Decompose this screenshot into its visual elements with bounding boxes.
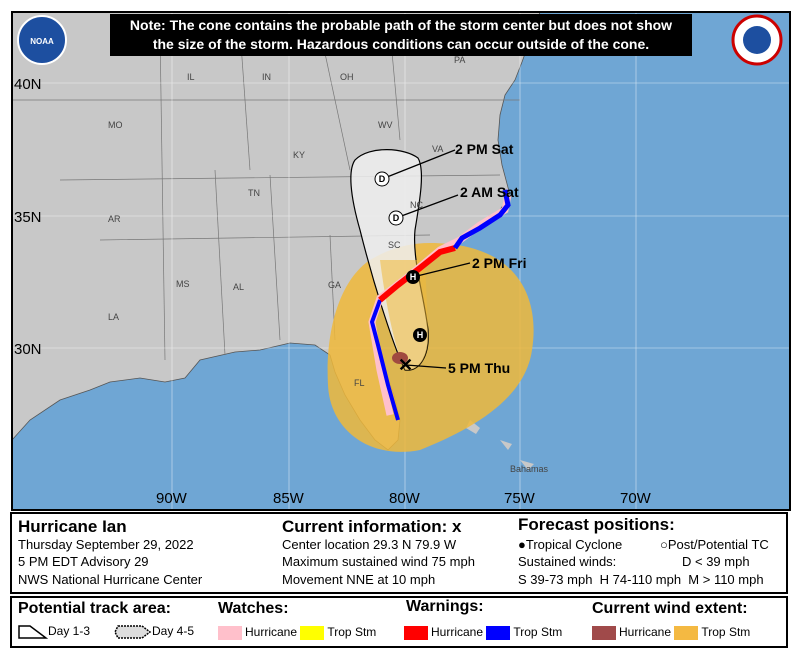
state-label: GA — [328, 280, 341, 290]
hurricane-extent-swatch — [592, 625, 616, 640]
state-label: SC — [388, 240, 401, 250]
day45-cone-icon — [114, 625, 152, 639]
label: Trop Stm — [701, 625, 751, 639]
forecast-label: 2 PM Fri — [472, 255, 526, 271]
open-circle-icon: ○ — [660, 537, 668, 552]
forecast-label: 2 PM Sat — [455, 141, 514, 157]
marker-h: H — [417, 330, 424, 340]
tropical-storm-warning-south — [369, 299, 400, 421]
svg-text:NOAA: NOAA — [30, 37, 54, 46]
forecast-heading: Forecast positions: — [518, 515, 675, 534]
nws-logo — [731, 14, 783, 66]
warnings-heading: Warnings: — [406, 598, 484, 615]
forecast-label: 5 PM Thu — [448, 360, 510, 376]
state-label: KY — [293, 150, 305, 160]
date: Thursday September 29, 2022 — [18, 537, 194, 552]
wind-extent-heading: Current wind extent: — [592, 600, 748, 617]
current-position-x-icon: ✕ — [398, 355, 413, 375]
movement: Movement NNE at 10 mph — [282, 572, 436, 587]
lon-label: 75W — [504, 490, 536, 507]
day13-cone-icon — [18, 625, 49, 639]
post-tc-marker — [388, 210, 404, 226]
marker-h: H — [410, 272, 417, 282]
tc-label: Tropical Cyclone — [525, 537, 623, 552]
legend-panel: Potential track area: Day 1-3 Day 4-5 Wa… — [10, 596, 788, 648]
label: Trop Stm — [327, 625, 377, 639]
state-label: NC — [410, 200, 423, 210]
hurricane-warning — [378, 245, 456, 303]
label: Hurricane — [619, 625, 672, 639]
state-label: AR — [108, 214, 121, 224]
lon-label: 80W — [389, 490, 421, 507]
state-label: FL — [354, 378, 365, 388]
hurricane-wind-extent — [392, 352, 408, 364]
noaa-logo: NOAA — [17, 15, 67, 65]
state-label: TN — [248, 188, 260, 198]
marker-d: D — [379, 174, 386, 184]
marker-d: D — [393, 213, 400, 223]
lon-label: 90W — [156, 490, 188, 507]
state-label: AL — [233, 282, 244, 292]
cone-disclaimer: Note: The cone contains the probable pat… — [110, 14, 692, 56]
filled-circle-icon: ● — [518, 537, 526, 552]
center-location: Center location 29.3 N 79.9 W — [282, 537, 457, 552]
map-frame — [11, 11, 791, 511]
sustained-winds-label: Sustained winds: — [518, 554, 617, 569]
tropical-cyclone-marker — [406, 270, 420, 284]
lat-label: 40N — [14, 76, 42, 93]
storm-name: Hurricane Ian — [18, 517, 127, 536]
advisory: 5 PM EDT Advisory 29 — [18, 554, 149, 569]
state-label: LA — [108, 312, 119, 322]
lon-label: 85W — [273, 490, 305, 507]
state-label: VA — [432, 144, 443, 154]
post-tc-marker — [374, 171, 390, 187]
map: D D H H ✕ 2 PM Sat 2 AM Sat 2 PM Fri 5 P… — [11, 11, 791, 511]
day45-label: Day 4-5 — [152, 624, 195, 639]
leader-lines — [381, 149, 471, 369]
note-line: Note: The cone contains the probable pat… — [129, 17, 673, 33]
current-heading: Current information: x — [282, 517, 462, 536]
ts-extent-swatch — [674, 625, 699, 640]
lon-label: 70W — [620, 490, 652, 507]
label: Hurricane — [431, 625, 484, 639]
track-heading: Potential track area: — [18, 600, 171, 617]
state-label: MS — [176, 279, 190, 289]
forecast-label: 2 AM Sat — [460, 184, 519, 200]
bahamas — [466, 420, 534, 470]
issuer: NWS National Hurricane Center — [18, 572, 203, 587]
x-icon: x — [452, 517, 462, 536]
label: Trop Stm — [513, 625, 563, 639]
ts-warning-swatch — [486, 625, 511, 640]
lat-label: 35N — [14, 209, 42, 226]
label: Hurricane — [245, 625, 298, 639]
watches-heading: Watches: — [218, 600, 289, 617]
info-panel: Hurricane Ian Thursday September 29, 202… — [10, 512, 788, 594]
state-label: MO — [108, 120, 123, 130]
state-label: WV — [378, 120, 393, 130]
intensity-categories: S 39-73 mph H 74-110 mph M > 110 mph — [518, 572, 764, 587]
place-label: Bahamas — [510, 464, 549, 474]
day13-label: Day 1-3 — [48, 624, 91, 639]
hurricane-watch-swatch — [218, 625, 242, 640]
d-category: D < 39 mph — [682, 554, 750, 569]
state-label: IL — [187, 72, 195, 82]
hurricane-warning-swatch — [404, 625, 428, 640]
tropical-storm-warning-north — [452, 189, 511, 250]
tropical-cyclone-marker — [413, 328, 427, 342]
max-wind: Maximum sustained wind 75 mph — [282, 554, 475, 569]
ts-watch-swatch — [300, 625, 325, 640]
ptc-label: Post/Potential TC — [667, 537, 769, 552]
note-line: the size of the storm. Hazardous conditi… — [152, 36, 650, 52]
state-label: OH — [340, 72, 354, 82]
state-label: PA — [454, 55, 465, 65]
lat-label: 30N — [14, 341, 42, 358]
lat-lon-grid — [12, 12, 790, 510]
state-label: IN — [262, 72, 271, 82]
